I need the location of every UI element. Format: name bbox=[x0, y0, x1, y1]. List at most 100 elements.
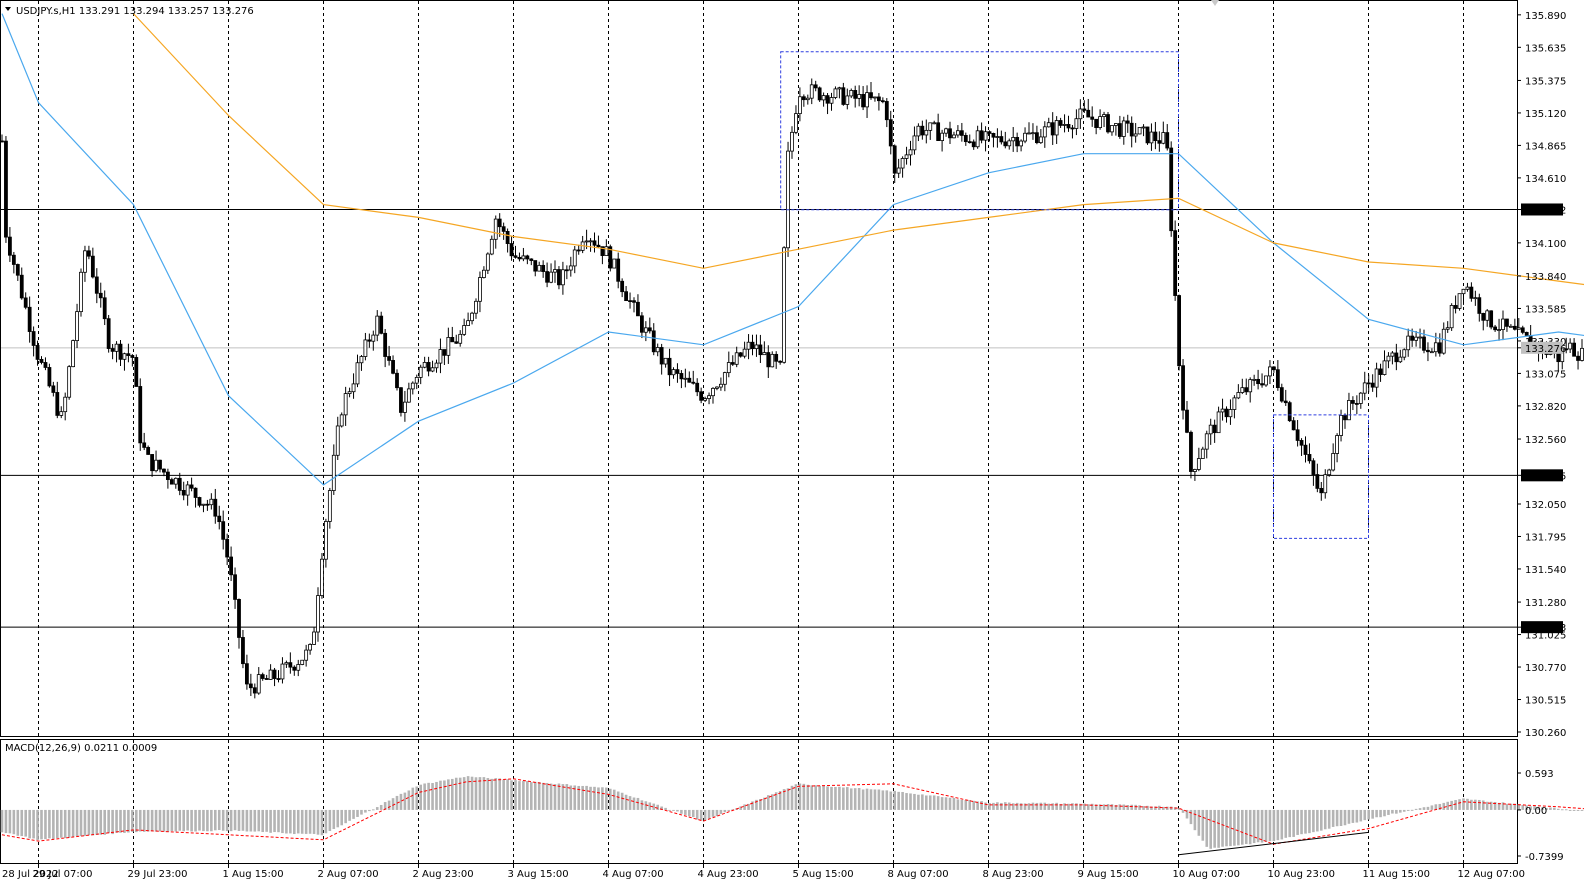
candle-body bbox=[165, 471, 170, 480]
candle-body bbox=[1315, 474, 1320, 489]
candle-body bbox=[1362, 382, 1367, 394]
macd-histogram-bar bbox=[751, 801, 754, 810]
macd-histogram-bar bbox=[711, 809, 715, 817]
macd-tick-label: 0.593 bbox=[1525, 769, 1554, 780]
macd-histogram-bar bbox=[352, 809, 355, 819]
candle-body bbox=[150, 454, 155, 472]
candle-body bbox=[1157, 140, 1162, 144]
macd-histogram-bar bbox=[1426, 806, 1430, 810]
candle-body bbox=[967, 141, 972, 144]
candle-body bbox=[1248, 379, 1253, 393]
macd-histogram-bar bbox=[119, 809, 122, 833]
candle-body bbox=[841, 87, 846, 105]
candle-body bbox=[355, 362, 360, 385]
candle-body bbox=[1185, 409, 1189, 433]
candle-body bbox=[98, 292, 103, 299]
candle-body bbox=[1323, 474, 1328, 494]
macd-histogram-bar bbox=[419, 784, 422, 810]
macd-histogram-bar bbox=[905, 793, 908, 810]
candle-body bbox=[335, 425, 340, 456]
candle-body bbox=[90, 255, 95, 278]
candle-body bbox=[1260, 383, 1264, 386]
candle-body bbox=[379, 315, 384, 334]
macd-histogram-bar bbox=[407, 790, 411, 810]
macd-histogram-bar bbox=[1355, 809, 1359, 823]
candle-body bbox=[1453, 305, 1458, 309]
price-tick-label: 132.050 bbox=[1525, 500, 1566, 511]
candle-body bbox=[1445, 327, 1450, 330]
macd-histogram-bar bbox=[739, 806, 742, 810]
candle-body bbox=[837, 87, 842, 90]
macd-histogram-bar bbox=[561, 784, 565, 810]
vertical-grid bbox=[38, 1, 1464, 863]
price-tick-label: 133.276 bbox=[1525, 344, 1566, 355]
macd-histogram-bar bbox=[806, 784, 810, 810]
macd-histogram-bar bbox=[8, 809, 12, 834]
macd-histogram-bar bbox=[328, 809, 332, 831]
candle-body bbox=[568, 265, 573, 271]
macd-histogram-bar bbox=[123, 809, 126, 833]
macd-histogram-bar bbox=[107, 809, 110, 834]
menu-caret-icon[interactable] bbox=[5, 7, 11, 11]
candle-body bbox=[612, 258, 617, 269]
candle-body bbox=[888, 119, 893, 147]
macd-histogram-bar bbox=[901, 791, 904, 810]
macd-histogram-bar bbox=[1292, 809, 1295, 837]
candle-body bbox=[1374, 368, 1379, 388]
macd-histogram-bar bbox=[1564, 809, 1568, 811]
macd-histogram-bar bbox=[103, 809, 106, 835]
macd-histogram-bar bbox=[1189, 809, 1193, 825]
candle-body bbox=[636, 301, 640, 317]
macd-histogram-bar bbox=[518, 781, 521, 810]
macd-histogram-bar bbox=[40, 809, 43, 840]
macd-histogram-bar bbox=[1576, 809, 1580, 811]
time-label: 11 Aug 15:00 bbox=[1363, 869, 1430, 880]
candle-body bbox=[979, 130, 984, 141]
candle-body bbox=[758, 344, 763, 356]
shift-marker-icon[interactable] bbox=[1211, 0, 1219, 6]
candle-body bbox=[1094, 118, 1099, 128]
candle-body bbox=[916, 125, 921, 137]
candle-body bbox=[481, 269, 486, 278]
macd-histogram-bar bbox=[545, 782, 549, 810]
candle-body bbox=[1426, 349, 1430, 353]
candle-body bbox=[640, 315, 644, 333]
candle-body bbox=[308, 644, 313, 651]
macd-histogram-bar bbox=[1118, 804, 1122, 810]
candle-body bbox=[272, 669, 277, 679]
time-label: 9 Aug 15:00 bbox=[1078, 869, 1139, 880]
candle-body bbox=[900, 158, 905, 169]
macd-histogram-bar bbox=[340, 809, 343, 826]
macd-histogram-bar bbox=[952, 797, 956, 810]
candle-body bbox=[944, 128, 948, 134]
candle-body bbox=[225, 538, 230, 558]
macd-histogram-bar bbox=[356, 809, 359, 817]
macd-histogram-bar bbox=[1351, 809, 1355, 823]
candle-body bbox=[880, 100, 885, 103]
candle-body bbox=[1457, 293, 1462, 309]
candle-body bbox=[1137, 127, 1142, 135]
horizontal-levels bbox=[1, 208, 1517, 628]
candle-body bbox=[959, 130, 964, 136]
macd-histogram-bar bbox=[988, 802, 991, 810]
candle-body bbox=[102, 297, 107, 320]
macd-histogram-bar bbox=[214, 809, 217, 831]
candle-body bbox=[256, 674, 261, 694]
candle-body bbox=[1078, 108, 1083, 120]
candle-body bbox=[703, 398, 707, 401]
candle-body bbox=[1038, 136, 1043, 144]
macd-histogram-bar bbox=[1402, 809, 1406, 812]
candle-body bbox=[1204, 433, 1209, 450]
macd-histogram-bar bbox=[253, 809, 257, 832]
price-tick-label: 134.100 bbox=[1525, 239, 1566, 250]
macd-histogram-bar bbox=[1493, 801, 1497, 810]
macd-tick-label: 0.00 bbox=[1525, 806, 1547, 817]
macd-histogram-bar bbox=[293, 809, 296, 835]
macd-histogram-bar bbox=[344, 809, 347, 824]
macd-histogram-bar bbox=[1051, 803, 1054, 810]
macd-histogram-bar bbox=[1525, 805, 1528, 810]
macd-histogram-bar bbox=[1387, 809, 1390, 815]
candle-body bbox=[347, 391, 352, 395]
